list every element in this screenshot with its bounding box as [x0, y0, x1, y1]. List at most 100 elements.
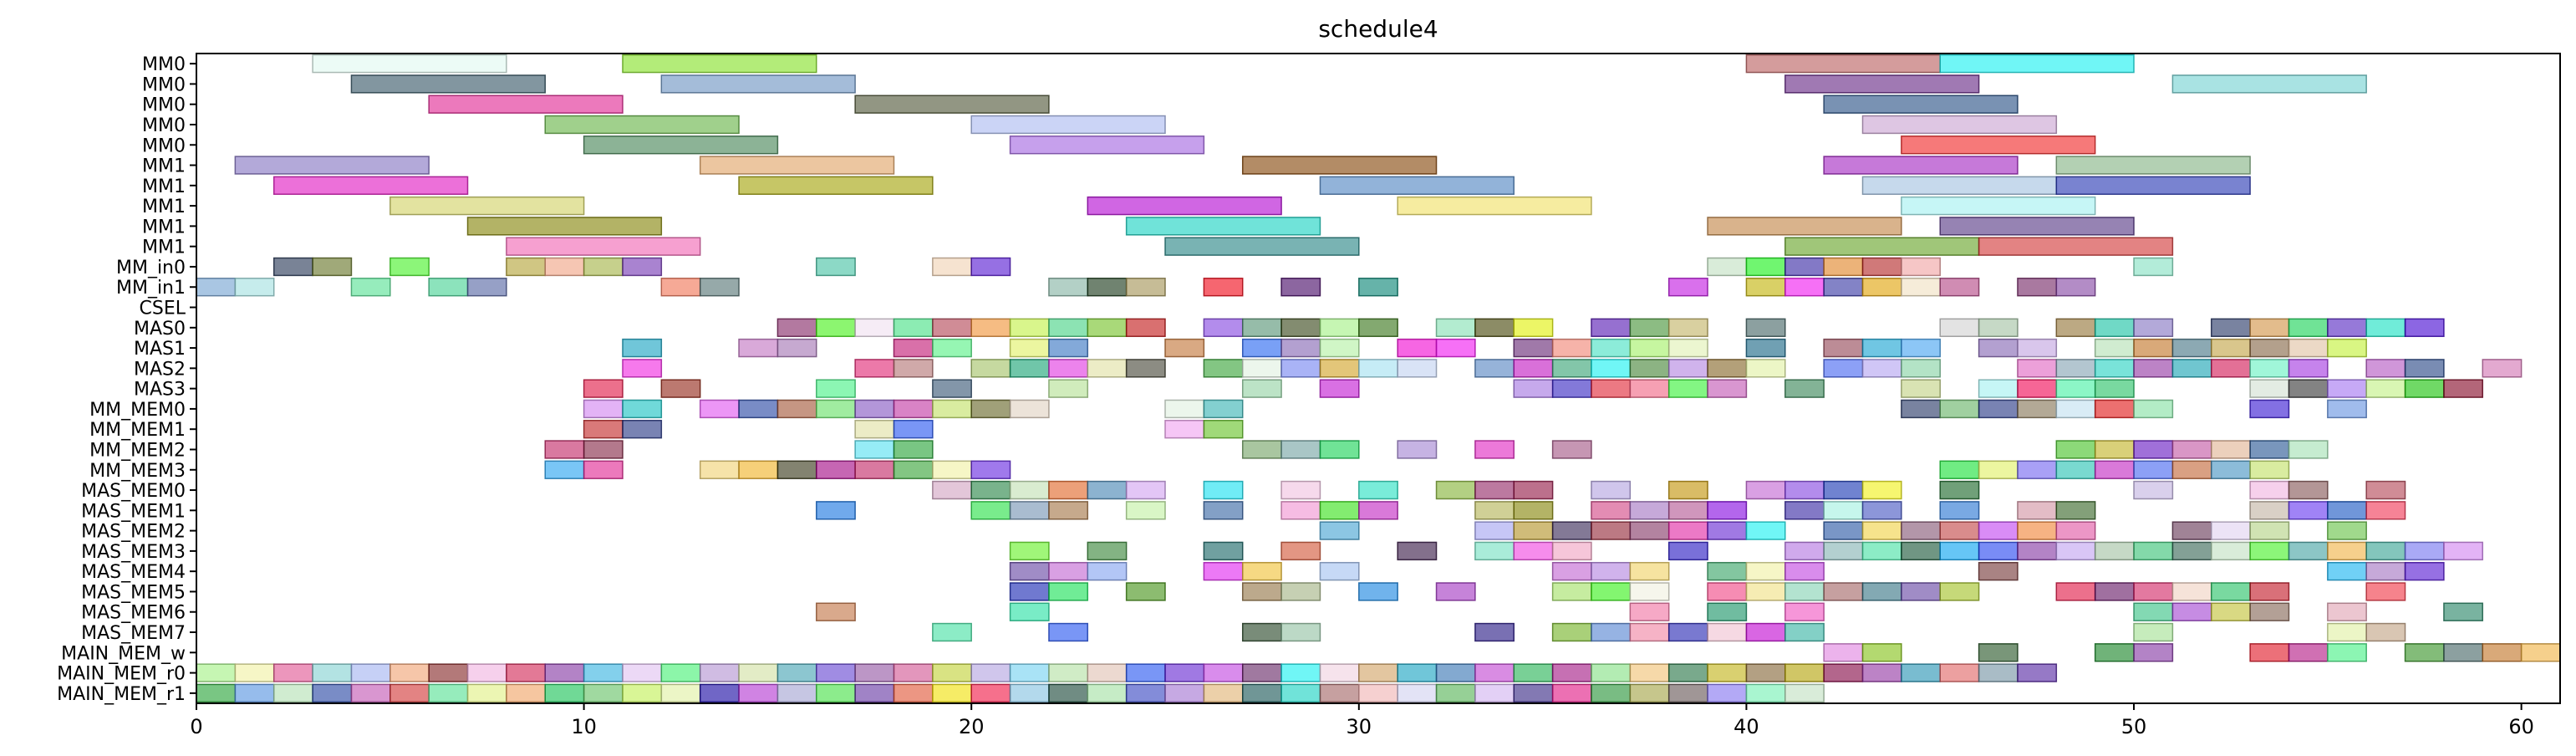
task-bar — [2171, 541, 2212, 561]
task-bar — [1551, 663, 1592, 682]
task-bar — [1823, 94, 2019, 114]
task-bar — [1319, 338, 1360, 358]
task-bar — [1745, 683, 1786, 703]
task-bar — [1591, 318, 1632, 337]
task-bar — [1667, 501, 1708, 520]
task-bar — [1939, 54, 2135, 74]
task-bar — [1745, 521, 1786, 540]
task-bar — [932, 480, 972, 500]
task-bar — [1978, 663, 2019, 682]
task-bar — [544, 460, 585, 479]
task-bar — [544, 683, 585, 703]
task-bar — [2327, 318, 2367, 337]
task-bar — [2094, 440, 2135, 459]
task-bar — [699, 663, 740, 682]
task-bar — [2094, 379, 2135, 398]
task-bar — [196, 278, 237, 297]
task-bar — [1823, 480, 1864, 500]
task-bar — [1861, 278, 1902, 297]
task-bar — [2211, 582, 2251, 601]
task-bar — [622, 359, 663, 378]
task-bar — [2094, 541, 2135, 561]
task-bar — [1823, 663, 1864, 682]
task-bar — [583, 135, 779, 155]
task-bar — [1203, 480, 1244, 500]
task-bar — [2365, 318, 2406, 337]
task-bar — [1745, 318, 1786, 337]
task-bar — [2249, 399, 2290, 419]
task-bar — [1009, 582, 1050, 601]
task-bar — [272, 257, 313, 277]
task-bar — [2133, 582, 2174, 601]
task-bar — [2094, 582, 2135, 601]
task-bar — [1784, 480, 1825, 500]
task-bars — [196, 54, 2561, 703]
task-bar — [1087, 683, 1128, 703]
task-bar — [1861, 338, 1902, 358]
task-bar — [2249, 379, 2290, 398]
task-bar — [2404, 318, 2445, 337]
task-bar — [234, 156, 430, 175]
task-bar — [970, 683, 1011, 703]
task-bar — [2249, 460, 2290, 479]
task-bar — [970, 460, 1011, 479]
task-bar — [1048, 561, 1089, 581]
task-bar — [1939, 399, 1980, 419]
task-bar — [1048, 338, 1089, 358]
task-bar — [1745, 663, 1786, 682]
task-bar — [1745, 278, 1786, 297]
task-bar — [854, 683, 895, 703]
task-bar — [2133, 460, 2174, 479]
task-bar — [1241, 318, 1282, 337]
task-bar — [1513, 338, 1554, 358]
task-bar — [544, 115, 740, 135]
task-bar — [389, 257, 430, 277]
task-bar — [1164, 420, 1205, 439]
task-bar — [466, 683, 507, 703]
task-bar — [1861, 582, 1902, 601]
task-bar — [1901, 257, 1941, 277]
task-bar — [893, 460, 934, 479]
task-bar — [2094, 338, 2135, 358]
task-bar — [1978, 318, 2019, 337]
task-bar — [1048, 318, 1089, 337]
task-bar — [2249, 501, 2290, 520]
task-bar — [1707, 622, 1748, 642]
task-bar — [816, 683, 856, 703]
task-bar — [389, 683, 430, 703]
task-bar — [1435, 582, 1476, 601]
task-bar — [2288, 501, 2329, 520]
chart-title: schedule4 — [1318, 15, 1438, 43]
task-bar — [2133, 622, 2174, 642]
task-bar — [1667, 338, 1708, 358]
task-bar — [893, 318, 934, 337]
task-bar — [2094, 318, 2135, 337]
task-bar — [1048, 359, 1089, 378]
task-bar — [1280, 440, 1321, 459]
task-bar — [583, 379, 624, 398]
task-bar — [2365, 359, 2406, 378]
task-bar — [1978, 338, 2019, 358]
task-bar — [1629, 359, 1670, 378]
task-bar — [2094, 359, 2135, 378]
task-bar — [1707, 521, 1748, 540]
task-bar — [1474, 359, 1515, 378]
y-tick-label: MAS2 — [134, 359, 186, 380]
task-bar — [2443, 541, 2484, 561]
task-bar — [970, 663, 1011, 682]
task-bar — [2055, 399, 2096, 419]
task-bar — [2211, 602, 2251, 621]
task-bar — [2404, 379, 2445, 398]
y-tick-label: MAS_MEM1 — [81, 501, 186, 522]
task-bar — [1125, 480, 1166, 500]
task-bar — [622, 663, 663, 682]
task-bar — [583, 420, 624, 439]
task-bar — [1784, 237, 1980, 256]
task-bar — [312, 257, 353, 277]
task-bar — [2288, 318, 2329, 337]
task-bar — [1048, 480, 1089, 500]
task-bar — [816, 663, 856, 682]
task-bar — [1667, 480, 1708, 500]
task-bar — [1241, 663, 1282, 682]
task-bar — [970, 257, 1011, 277]
